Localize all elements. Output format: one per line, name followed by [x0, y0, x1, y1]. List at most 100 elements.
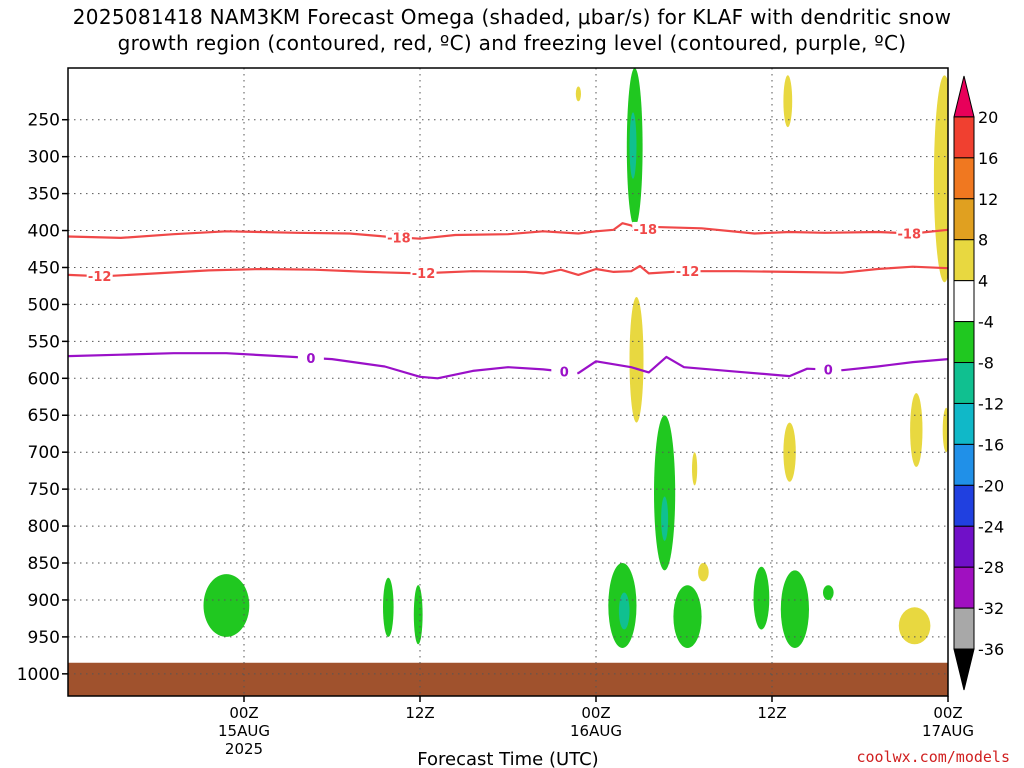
colorbar-arrow-bottom: [953, 648, 975, 691]
omega-region-pos-21: [942, 407, 948, 453]
title-line-2: growth region (contoured, red, ºC) and f…: [117, 31, 907, 55]
x-tick-label: 00Z: [581, 704, 610, 722]
isotherm-label-0: 0: [306, 352, 315, 367]
colorbar-label: -4: [978, 313, 994, 332]
isotherm-label--18: -18: [898, 227, 922, 242]
x-tick-label: 15AUG: [218, 722, 270, 740]
omega-region-neg-7: [661, 496, 669, 541]
y-tick-label: 950: [28, 628, 60, 648]
omega-region-pos-18: [575, 86, 582, 102]
isotherm-label-0: 0: [824, 364, 833, 379]
isotherm-label-bg: [297, 350, 324, 365]
isotherm-label--18: -18: [387, 231, 411, 246]
colorbar-swatch: [953, 566, 975, 609]
colorbar-swatch: [953, 239, 975, 282]
contour-layer: -18 -18 -18 -12 -12 -12 0 0 0: [68, 221, 948, 381]
omega-region-neg-27: [1009, 208, 1013, 249]
x-tick-label: 12Z: [757, 704, 786, 722]
colorbar-arrow-top: [953, 75, 975, 118]
x-tick-label: 16AUG: [570, 722, 622, 740]
isotherm-line-0: [68, 352, 948, 380]
colorbar-swatch: [953, 362, 975, 404]
y-tick-label: 750: [28, 480, 60, 500]
omega-region-neg-1: [383, 577, 394, 637]
credit-link[interactable]: coolwx.com/models: [856, 748, 1010, 766]
omega-region-pos-19: [933, 75, 948, 283]
isotherm-label-bg: [551, 364, 578, 379]
y-tick-label: 600: [28, 369, 60, 389]
isotherm-line--18: [68, 222, 948, 240]
colorbar-label: -12: [978, 394, 1004, 413]
x-axis-label: Forecast Time (UTC): [417, 749, 598, 768]
y-tick-label: 650: [28, 406, 60, 426]
x-tick-label: 12Z: [405, 704, 434, 722]
y-tick-label: 700: [28, 443, 60, 463]
colorbar-label: -28: [978, 558, 1004, 577]
y-tick-label: 850: [28, 554, 60, 574]
isotherm-label-bg: [385, 230, 412, 245]
isotherm-label--12: -12: [412, 267, 436, 282]
colorbar-swatch: [953, 157, 975, 200]
omega-region-neg-14: [780, 570, 810, 648]
title-line-1: 2025081418 NAM3KM Forecast Omega (shaded…: [72, 5, 952, 29]
omega-region-pos-24: [1010, 245, 1024, 422]
omega-region-pos-20: [910, 393, 923, 467]
omega-region-pos-12: [692, 452, 698, 486]
colorbar-label: -8: [978, 354, 994, 373]
y-tick-label: 300: [28, 148, 60, 168]
colorbar-swatch: [953, 443, 975, 486]
colorbar-label: 4: [978, 272, 988, 291]
colorbar: 20 16 12 8 4 -4 -8 -12 -16 -20 -24 -28 -32 -36: [953, 75, 1004, 691]
colorbar-swatch: [953, 280, 975, 323]
colorbar-swatch: [953, 484, 975, 527]
colorbar-label: -16: [978, 435, 1004, 454]
colorbar-swatch: [953, 607, 975, 650]
colorbar-swatch: [953, 321, 975, 364]
omega-region-neg-10: [673, 585, 702, 648]
colorbar-label: 12: [978, 190, 998, 209]
y-tick-label: 350: [28, 185, 60, 205]
colorbar-label: 16: [978, 149, 998, 168]
colorbar-swatch: [953, 116, 975, 159]
chart-title: 2025081418 NAM3KM Forecast Omega (shaded…: [0, 4, 1024, 56]
isotherm-label-0: 0: [560, 366, 569, 381]
ground-layer: [68, 662, 948, 696]
y-tick-label: 900: [28, 591, 60, 611]
isotherm-label-bg: [674, 264, 701, 279]
ground-surface: [68, 662, 948, 696]
colorbar-label: 8: [978, 231, 988, 250]
omega-region-pos-17: [783, 75, 793, 128]
isotherm-label-bg: [86, 269, 113, 284]
plot-frame: [67, 67, 949, 697]
isotherm-label--12: -12: [676, 265, 700, 280]
isotherm-label--12: -12: [88, 270, 112, 285]
y-tick-label: 250: [28, 111, 60, 131]
omega-region-neg-6: [654, 415, 676, 571]
isotherm-label-bg: [632, 221, 659, 236]
x-tick-label: 00Z: [933, 704, 962, 722]
omega-region-pos-11: [698, 563, 709, 582]
isotherm-label-bg: [410, 266, 437, 281]
y-tick-label: 500: [28, 295, 60, 315]
colorbar-swatch: [953, 402, 975, 445]
omega-region-pos-22: [898, 607, 931, 645]
omega-region-neg-15: [823, 585, 834, 600]
y-tick-label: 1000: [17, 665, 60, 685]
omega-region-neg-4: [629, 112, 637, 179]
colorbar-label: -32: [978, 599, 1004, 618]
isotherm-label-bg: [815, 362, 842, 377]
colorbar-swatch: [953, 198, 975, 241]
isotherm-label--18: -18: [634, 223, 658, 238]
x-tick-label: 00Z: [229, 704, 258, 722]
y-tick-label: 550: [28, 332, 60, 352]
isotherm-label-bg: [896, 226, 923, 241]
y-tick-label: 450: [28, 258, 60, 278]
colorbar-swatch: [953, 525, 975, 568]
omega-region-neg-9: [618, 592, 630, 630]
omega-region-pos-16: [783, 422, 796, 482]
colorbar-label: -20: [978, 476, 1004, 495]
axis-layer: 250 300 350 400 450 500 550 600 650 700 750 800 850 9…: [17, 111, 974, 768]
colorbar-label: 20: [978, 108, 998, 127]
colorbar-label: -24: [978, 517, 1004, 536]
